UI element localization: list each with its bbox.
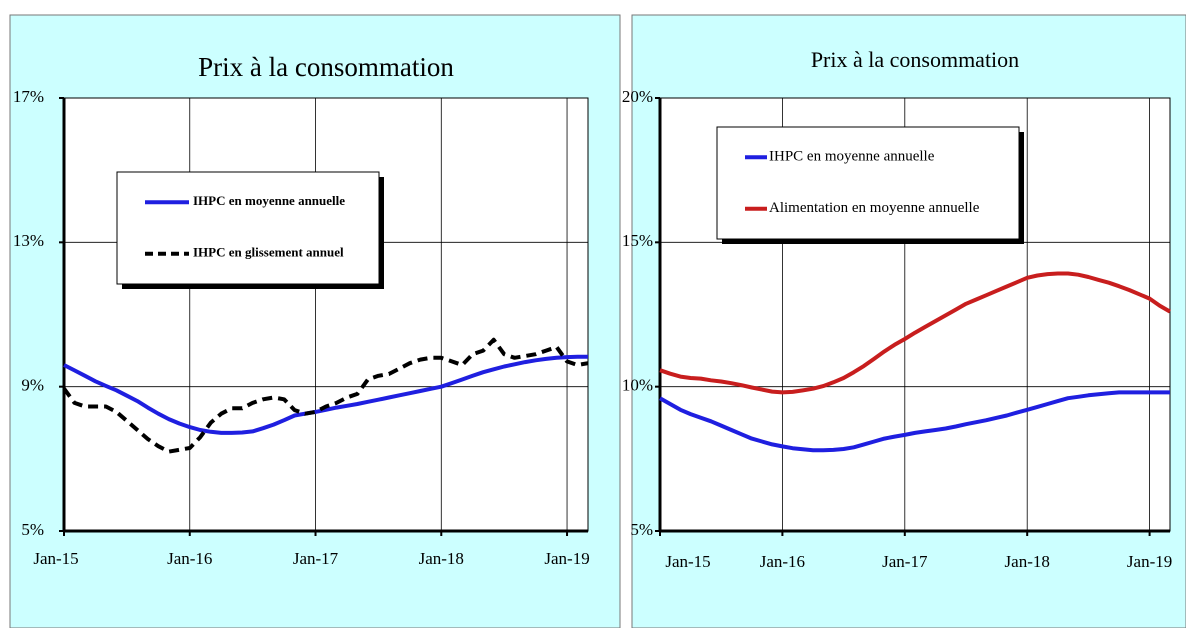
series-line	[62, 337, 589, 454]
x-tick-label: Jan-19	[1127, 552, 1172, 571]
legend-label: IHPC en moyenne annuelle	[193, 193, 345, 208]
y-tick-label: 15%	[622, 231, 653, 250]
y-tick-label: 9%	[21, 376, 44, 395]
y-tick-label: 5%	[630, 520, 653, 539]
chart-title: Prix à la consommation	[811, 47, 1019, 72]
legend	[116, 171, 380, 285]
x-tick-label: Jan-17	[882, 552, 928, 571]
y-tick-label: 20%	[622, 87, 653, 106]
x-tick-label: Jan-18	[1005, 552, 1050, 571]
x-tick-label: Jan-16	[167, 549, 212, 568]
chart-title: Prix à la consommation	[198, 52, 454, 82]
x-tick-label: Jan-15	[665, 552, 710, 571]
x-tick-label: Jan-17	[293, 549, 339, 568]
legend-label: IHPC en moyenne annuelle	[769, 149, 935, 165]
x-tick-label: Jan-18	[419, 549, 464, 568]
series-line	[659, 390, 1170, 453]
x-tick-label: Jan-19	[544, 549, 589, 568]
y-tick-label: 10%	[622, 376, 653, 395]
x-tick-label: Jan-15	[33, 549, 78, 568]
x-tick-label: Jan-16	[760, 552, 805, 571]
legend	[716, 126, 1020, 240]
plot-area	[63, 97, 589, 532]
y-tick-label: 17%	[13, 87, 44, 106]
y-tick-label: 5%	[21, 520, 44, 539]
legend-label: Alimentation en moyenne annuelle	[769, 200, 980, 216]
y-tick-label: 13%	[13, 231, 44, 250]
legend-label: IHPC en glissement annuel	[193, 245, 344, 260]
series-line	[659, 271, 1171, 395]
series-line	[63, 354, 588, 435]
